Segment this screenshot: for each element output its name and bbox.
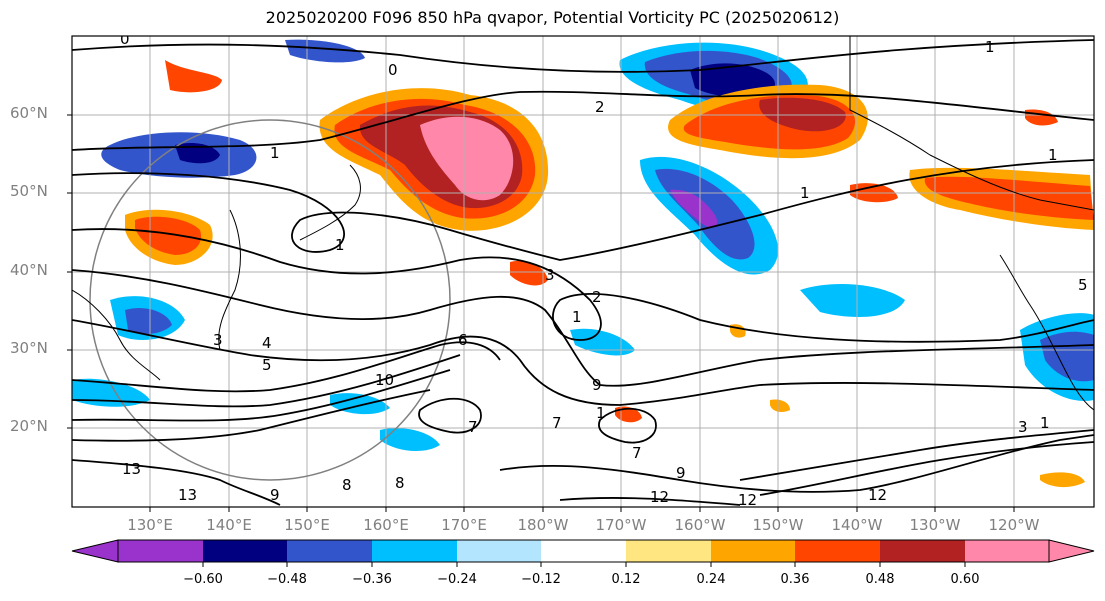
colorbar-tick-label: −0.24 [437,572,477,587]
contour-label: 5 [1078,276,1088,294]
lon-ticks [149,507,1015,512]
colorbar-tick-label: 0.60 [950,572,980,587]
contour-label: 1 [596,404,606,422]
contour-label: 3 [545,266,555,284]
contour-labels: 0 0 1 2 1 1 1 3 4 5 3 2 1 6 9 9 7 7 7 1 … [120,30,1088,509]
contour-label: 3 [1018,418,1028,436]
contour-label: 1 [1040,414,1050,432]
lon-label: 130°E [127,516,173,534]
lon-label: 160°W [674,516,726,534]
colorbar-extend-high [1048,539,1095,563]
lat-label: 60°N [10,104,48,122]
lat-label: 20°N [10,417,48,435]
contour-label: 7 [552,414,562,432]
colorbar-bin [457,540,541,562]
colorbar-bin [203,540,287,562]
pv-contours [72,39,1094,506]
lon-label: 180°W [517,516,569,534]
colorbar-bin [626,540,711,562]
colorbar-tick-label: −0.48 [267,572,307,587]
contour-label: 2 [595,98,605,116]
contour-label: 1 [335,236,345,254]
colorbar-tick-label: −0.36 [352,572,392,587]
lon-label: 170°E [441,516,487,534]
contour-label: 4 [262,334,272,352]
contour-label: 10 [375,371,394,389]
range-ring [89,119,451,481]
contour-label: 7 [468,418,478,436]
contour-label: 2 [592,288,602,306]
colorbar-tick-label: 0.12 [611,572,641,587]
contour-label: 3 [213,331,223,349]
colorbar [71,539,1095,567]
lon-label: 140°W [831,516,883,534]
contour-label: 9 [592,376,602,394]
contour-label: 1 [800,184,810,202]
contour-label: 13 [122,460,141,478]
contour-label: 0 [120,30,130,48]
colorbar-bin [711,540,795,562]
colorbar-bin [372,540,457,562]
colorbar-tick-label: 0.36 [780,572,810,587]
colorbar-tick-label: 0.48 [865,572,895,587]
colorbar-bin [880,540,965,562]
contour-label: 1 [572,308,582,326]
colorbar-tick-label: −0.60 [183,572,223,587]
lon-label: 160°E [363,516,409,534]
contour-label: 8 [395,474,405,492]
lat-ticks [67,114,72,429]
contour-label: 13 [178,486,197,504]
colorbar-bin [795,540,880,562]
colorbar-extend-low [71,539,119,563]
contour-label: 1 [1048,146,1058,164]
contour-label: 8 [342,476,352,494]
lon-label: 120°W [988,516,1040,534]
contour-label: 0 [388,61,398,79]
colorbar-bin [118,540,203,562]
colorbar-bin [287,540,372,562]
lon-label: 150°W [752,516,804,534]
colorbar-bin [541,540,626,562]
lon-label: 140°E [206,516,252,534]
contour-label: 9 [676,464,686,482]
colorbar-tick-label: −0.12 [521,572,561,587]
lon-label: 150°E [284,516,330,534]
map-title: 2025020200 F096 850 hPa qvapor, Potentia… [265,8,840,27]
contour-label: 9 [270,486,280,504]
lon-label: 170°W [595,516,647,534]
contour-label: 12 [868,486,887,504]
colorbar-tick-label: 0.24 [696,572,726,587]
lat-label: 40°N [10,261,48,279]
lat-label: 30°N [10,339,48,357]
contour-label: 12 [650,488,669,506]
contour-label: 6 [458,331,468,349]
lon-label: 130°W [909,516,961,534]
colorbar-bin [965,540,1049,562]
contour-label: 5 [262,356,272,374]
contour-label: 7 [632,444,642,462]
contour-label: 1 [270,144,280,162]
contour-label: 1 [985,38,995,56]
contour-label: 12 [738,491,757,509]
lat-label: 50°N [10,182,48,200]
